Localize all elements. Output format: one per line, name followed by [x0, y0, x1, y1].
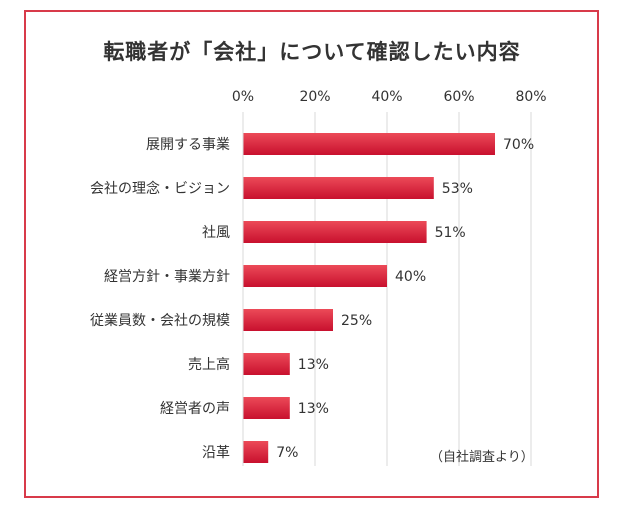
bar	[243, 221, 427, 243]
category-label: 経営者の声	[160, 401, 230, 417]
x-tick-label: 0%	[232, 89, 254, 105]
value-label: 7%	[276, 445, 298, 461]
value-label: 70%	[503, 137, 534, 153]
chart-title: 転職者が「会社」について確認したい内容	[103, 40, 521, 64]
source-note: （自社調査より）	[430, 450, 534, 465]
value-label: 53%	[442, 181, 473, 197]
bar	[243, 265, 387, 287]
category-label: 売上高	[188, 356, 230, 373]
value-label: 25%	[341, 313, 372, 329]
x-tick-label: 40%	[371, 89, 402, 105]
category-label: 沿革	[202, 445, 230, 461]
x-tick-label: 20%	[299, 89, 330, 105]
bar	[243, 133, 495, 155]
value-label: 51%	[435, 225, 466, 241]
bar	[243, 309, 333, 331]
value-label: 40%	[395, 269, 426, 285]
category-label: 従業員数・会社の規模	[90, 313, 230, 329]
value-label: 13%	[298, 357, 329, 373]
bar	[243, 441, 269, 463]
category-label: 展開する事業	[146, 137, 230, 153]
category-label: 会社の理念・ビジョン	[90, 180, 230, 197]
bar	[243, 353, 290, 375]
value-label: 13%	[298, 401, 329, 417]
x-tick-label: 60%	[443, 89, 474, 105]
bar	[243, 177, 434, 199]
x-tick-label: 80%	[515, 89, 546, 105]
chart-frame	[24, 10, 599, 498]
bar	[243, 397, 290, 419]
category-label: 社風	[202, 225, 230, 241]
category-label: 経営方針・事業方針	[104, 269, 230, 285]
